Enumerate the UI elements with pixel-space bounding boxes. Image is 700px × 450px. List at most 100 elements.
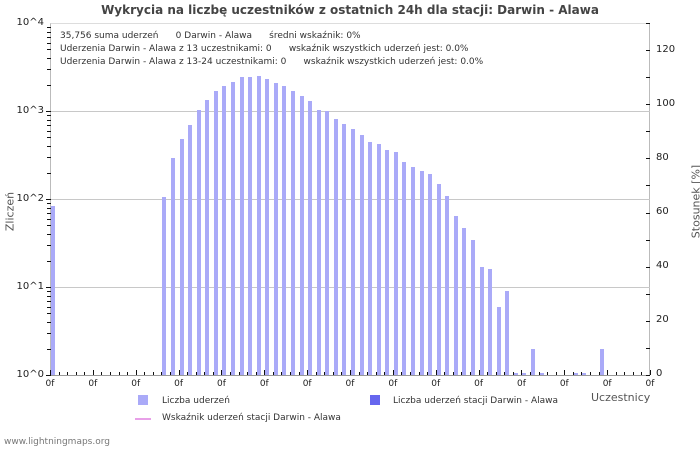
x-tick-label: 0f xyxy=(431,379,441,389)
x-tick xyxy=(230,372,231,375)
y-tick xyxy=(47,218,51,220)
y-tick xyxy=(47,313,51,315)
y-tick xyxy=(47,69,51,70)
x-tick xyxy=(58,372,60,375)
bar xyxy=(291,90,295,375)
bar xyxy=(428,174,433,375)
x-tick xyxy=(427,372,429,375)
x-tick xyxy=(632,372,634,375)
x-tick-label: 0f xyxy=(388,379,398,389)
y-tick xyxy=(47,322,51,324)
x-tick xyxy=(135,370,137,375)
y-right-tick xyxy=(646,375,650,376)
x-tick xyxy=(290,372,291,375)
x-tick xyxy=(392,370,394,375)
x-tick-label: 0f xyxy=(516,379,526,389)
x-tick xyxy=(487,372,489,375)
x-tick xyxy=(92,370,94,375)
y-right-tick-label: 100 xyxy=(656,98,676,109)
x-tick xyxy=(470,372,471,375)
x-tick xyxy=(341,372,343,375)
y-tick xyxy=(47,137,51,139)
bar xyxy=(171,157,175,375)
x-tick xyxy=(461,372,463,375)
chart-title: Wykrycia na liczbę uczestników z ostatni… xyxy=(101,3,599,17)
bar xyxy=(385,150,390,375)
x-tick xyxy=(298,372,300,375)
x-tick xyxy=(127,372,129,375)
x-tick xyxy=(170,372,171,375)
gridline xyxy=(50,287,650,288)
y-tick xyxy=(47,42,51,44)
bar xyxy=(231,82,235,375)
y-tick xyxy=(46,375,51,376)
x-tick xyxy=(547,372,549,375)
x-tick xyxy=(212,372,214,375)
x-tick xyxy=(367,372,369,375)
x-tick-label: 0f xyxy=(602,379,612,389)
x-tick xyxy=(247,372,249,375)
x-tick xyxy=(504,372,506,375)
y-tick xyxy=(47,234,51,236)
y-tick xyxy=(47,203,51,205)
footer-source: www.lightningmaps.org xyxy=(4,437,110,447)
info-line-3: Uderzenia Darwin - Alawa z 13-24 uczestn… xyxy=(60,57,484,67)
x-tick-label: 0f xyxy=(88,379,98,389)
bar xyxy=(436,183,441,375)
bar xyxy=(393,151,398,375)
x-tick xyxy=(624,372,626,375)
x-tick xyxy=(410,372,411,375)
bar xyxy=(205,99,210,375)
y-tick xyxy=(47,295,51,297)
y-right-tick xyxy=(646,77,650,79)
y-right-tick xyxy=(646,320,650,322)
y-right-tick xyxy=(646,239,650,241)
y-right-tick-label: 80 xyxy=(656,152,669,163)
bar xyxy=(419,170,424,375)
y-tick xyxy=(47,172,51,174)
bar xyxy=(248,76,253,375)
y-tick xyxy=(47,119,51,121)
bar xyxy=(308,100,313,375)
bar xyxy=(573,373,578,375)
y-tick xyxy=(47,212,51,214)
x-tick xyxy=(607,370,609,375)
bar xyxy=(522,373,527,375)
x-tick xyxy=(435,370,437,375)
y-tick xyxy=(47,157,51,158)
y-tick-label: 10^0 xyxy=(16,369,44,380)
x-tick xyxy=(418,372,420,375)
y-tick xyxy=(47,130,51,132)
y-right-tick xyxy=(646,266,650,268)
y-right-tick-label: 20 xyxy=(656,314,669,325)
y-tick-label: 10^3 xyxy=(16,105,44,116)
bar xyxy=(453,216,458,375)
x-tick xyxy=(572,372,574,375)
x-tick xyxy=(118,372,120,375)
y-right-axis-title: Stosunek [%] xyxy=(689,164,700,239)
y-tick xyxy=(46,111,51,112)
x-tick-label: 0f xyxy=(45,379,55,389)
y-tick xyxy=(47,291,51,293)
x-tick xyxy=(50,370,51,375)
x-tick-label: 0f xyxy=(131,379,141,389)
x-tick-label: 0f xyxy=(259,379,269,389)
x-tick xyxy=(564,370,566,375)
x-tick-label: 0f xyxy=(302,379,312,389)
bar xyxy=(316,110,321,375)
y-tick xyxy=(47,300,51,302)
bar xyxy=(368,142,373,375)
x-tick xyxy=(350,370,351,375)
y-tick xyxy=(47,115,51,117)
y-tick-label: 10^1 xyxy=(16,281,44,292)
x-tick xyxy=(581,372,583,375)
y-tick xyxy=(47,306,51,308)
y-tick xyxy=(47,36,51,38)
bar xyxy=(196,110,201,375)
bar xyxy=(539,373,544,375)
info-line-1: 35,756 suma uderzeń 0 Darwin - Alawa śre… xyxy=(60,31,361,41)
x-tick xyxy=(521,370,523,375)
y-right-tick xyxy=(646,293,650,295)
x-tick xyxy=(221,370,223,375)
x-tick xyxy=(178,370,180,375)
